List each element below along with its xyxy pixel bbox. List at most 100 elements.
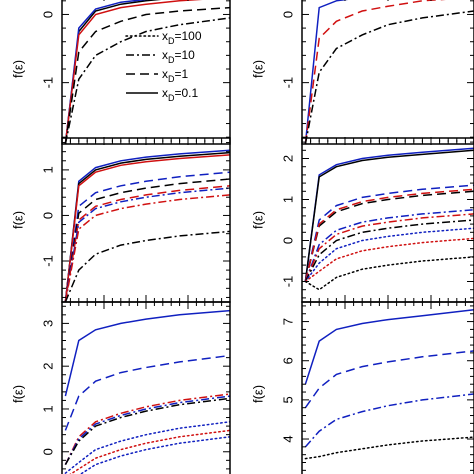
y-tick-label: 0 xyxy=(281,11,296,18)
panel-frame xyxy=(301,301,474,474)
series-line-solid-blue xyxy=(64,0,149,144)
series-line-solid-blue xyxy=(64,309,230,397)
y-axis-label: f(ε) xyxy=(251,60,266,78)
series-line-solid-blue xyxy=(304,147,474,282)
legend-label-value: =100 xyxy=(175,29,202,43)
legend-label-value: =0.1 xyxy=(175,86,199,100)
legend-label: xD=10 xyxy=(162,48,195,65)
panel-frame xyxy=(301,0,474,145)
series-line-dashdot-blue xyxy=(304,209,474,282)
y-tick-label: 6 xyxy=(281,357,296,364)
series-line-dashed-blue xyxy=(64,354,230,431)
panel-top-right: -1 0 f(ε) xyxy=(251,0,474,145)
series-line-dotted-black xyxy=(304,436,474,460)
series-group xyxy=(304,309,474,460)
y-tick-label: -1 xyxy=(41,255,56,267)
y-tick-label: 3 xyxy=(41,320,56,327)
y-tick-label: -1 xyxy=(41,77,56,89)
legend-label-subscript: D xyxy=(168,93,175,103)
y-tick-label: 2 xyxy=(41,363,56,370)
y-axis-label: f(ε) xyxy=(11,211,26,229)
y-tick-label: 0 xyxy=(281,237,296,244)
series-line-solid-blue xyxy=(304,309,474,385)
series-line-dashdot-blue xyxy=(304,393,474,448)
panel-frame xyxy=(61,137,231,303)
series-line-dashed-blue xyxy=(64,171,230,302)
series-group xyxy=(64,309,230,474)
legend-label-main: x xyxy=(162,86,168,100)
y-tick-label: 1 xyxy=(41,405,56,412)
series-line-dashed-black xyxy=(64,178,230,302)
legend-label: xD=100 xyxy=(162,29,202,46)
y-tick-label: 5 xyxy=(281,396,296,403)
panel-bottom-left: 0 1 2 3 f(ε) xyxy=(11,301,231,474)
series-line-dashdot-red xyxy=(64,393,230,465)
y-tick-label: 1 xyxy=(41,166,56,173)
series-line-dotted-red xyxy=(304,237,474,283)
panel-middle-left: -1 0 1 f(ε) xyxy=(11,137,231,303)
series-line-solid-black xyxy=(64,151,230,302)
legend-entry-solid: xD=0.1 xyxy=(126,86,199,103)
legend-label-main: x xyxy=(162,29,168,43)
y-tick-label: -1 xyxy=(281,77,296,89)
series-line-dashdot-blue xyxy=(64,187,230,302)
y-axis-label: f(ε) xyxy=(11,385,26,403)
series-line-dashed-blue xyxy=(304,184,474,282)
y-axis-label: f(ε) xyxy=(251,385,266,403)
series-group xyxy=(64,149,230,302)
series-group xyxy=(64,0,230,144)
legend-entry-dotted: xD=100 xyxy=(125,29,202,46)
series-line-solid-black xyxy=(304,149,474,282)
series-line-dashdot-blue xyxy=(64,395,230,465)
panels: -10f(ε)-10f(ε)-101f(ε)-1012f(ε)0123f(ε)3… xyxy=(11,0,474,474)
panel-top-left: -1 0 f(ε) xyxy=(11,0,231,145)
series-line-dashed-red xyxy=(304,188,474,282)
y-tick-label: -1 xyxy=(281,276,296,288)
series-line-dashed-black xyxy=(64,6,230,144)
legend-label-main: x xyxy=(162,67,168,81)
series-group xyxy=(304,0,474,144)
series-line-dotted-blue xyxy=(64,421,230,474)
series-line-solid-red xyxy=(64,0,203,144)
series-line-dashdot-black xyxy=(64,17,230,144)
series-line-dashdot-black xyxy=(64,397,230,465)
series-line-solid-blue xyxy=(64,149,230,302)
legend-label-value: =1 xyxy=(175,67,189,81)
legend-entry-dashed: xD=1 xyxy=(126,67,189,84)
series-line-dashed-red xyxy=(64,185,230,302)
legend-label-subscript: D xyxy=(168,36,175,46)
y-tick-label: 0 xyxy=(41,448,56,455)
series-line-dashdot-black xyxy=(64,230,230,302)
series-line-dotted-red xyxy=(69,429,230,474)
y-axis-label: f(ε) xyxy=(251,211,266,229)
series-line-solid-blue xyxy=(304,0,349,144)
legend-entry-dashdot: xD=10 xyxy=(126,48,195,65)
panel-middle-right: -1 0 1 2 f(ε) xyxy=(251,137,474,303)
panel-bottom-right: 34567f(ε) xyxy=(251,301,474,474)
y-axis-label: f(ε) xyxy=(11,60,26,78)
legend-label-value: =10 xyxy=(175,48,196,62)
series-line-dashed-blue xyxy=(304,350,474,409)
panel-frame xyxy=(301,137,474,303)
series-line-dotted-black xyxy=(304,256,474,291)
y-tick-label: 2 xyxy=(281,155,296,162)
legend-label: xD=1 xyxy=(162,67,189,84)
series-line-dashed-red xyxy=(304,0,446,144)
series-line-dotted-blue xyxy=(79,436,230,474)
y-tick-label: 1 xyxy=(281,196,296,203)
series-line-dashdot-red xyxy=(64,194,230,302)
series-line-dashdot-red xyxy=(304,213,474,282)
y-tick-label: 0 xyxy=(41,212,56,219)
y-tick-label: 0 xyxy=(41,11,56,18)
legend-label-subscript: D xyxy=(168,74,175,84)
series-line-dotted-blue xyxy=(304,227,474,283)
legend-label: xD=0.1 xyxy=(162,86,199,103)
series-line-dashdot-black xyxy=(304,10,474,144)
legend-label-subscript: D xyxy=(168,55,175,65)
series-group xyxy=(304,147,474,291)
legend-label-main: x xyxy=(162,48,168,62)
y-tick-label: 4 xyxy=(281,435,296,442)
y-tick-label: 7 xyxy=(281,318,296,325)
